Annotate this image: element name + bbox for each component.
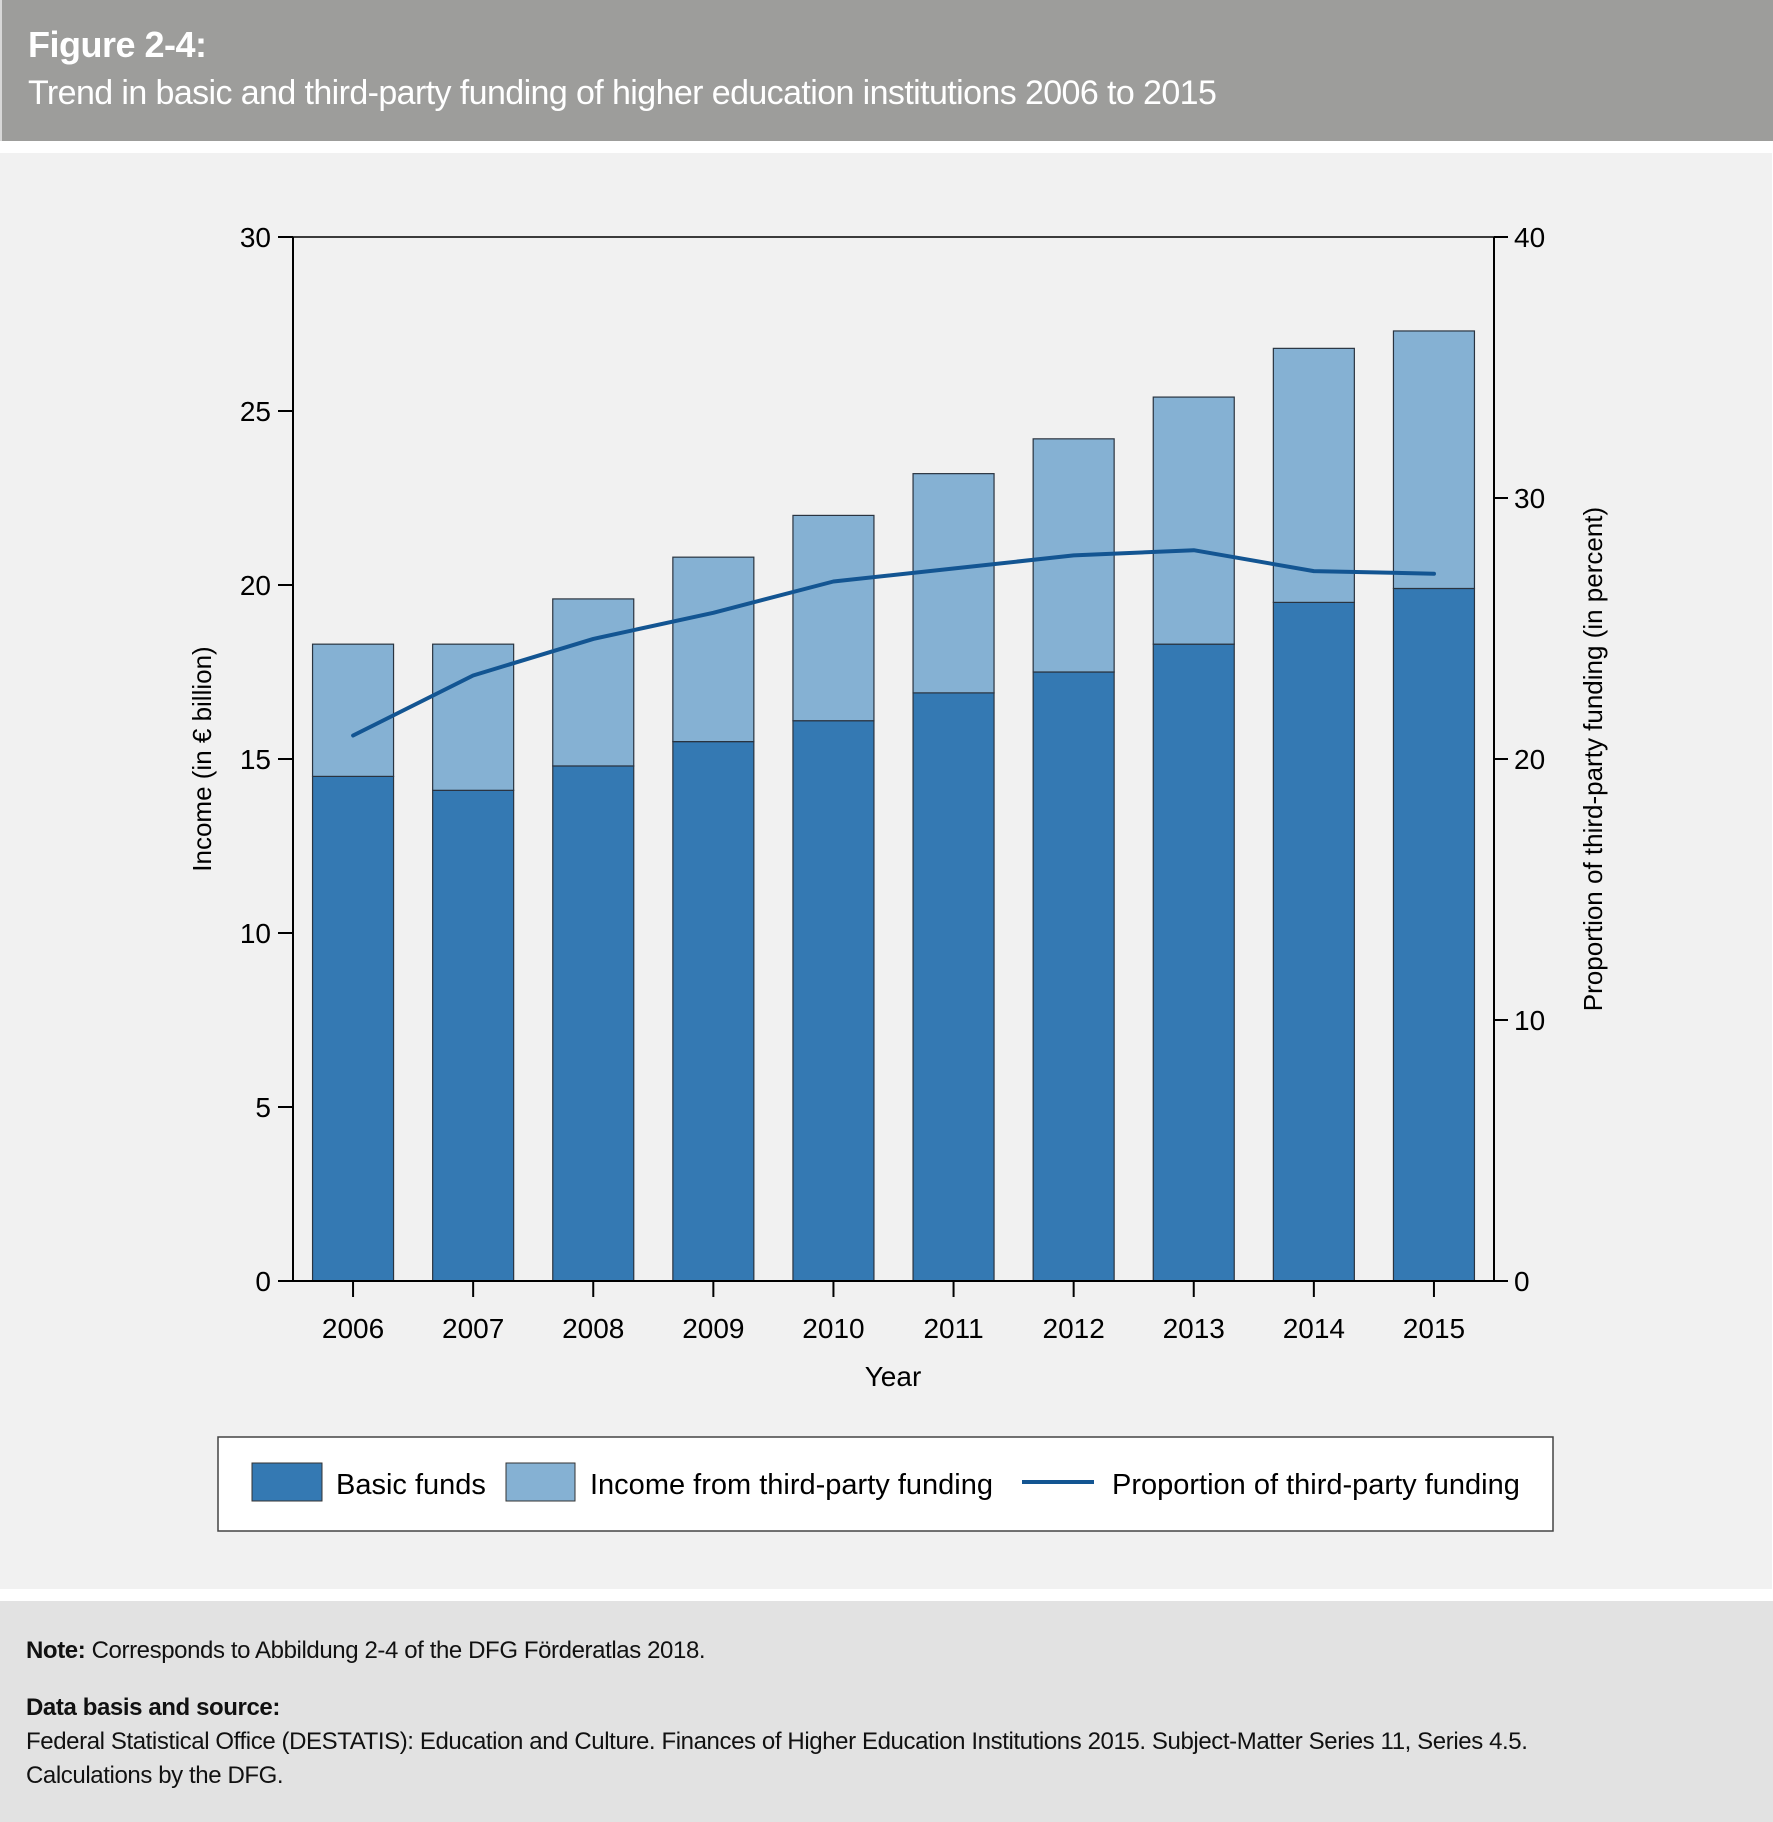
bar-third-party-2006: [311, 643, 395, 777]
notes-panel: Note: Corresponds to Abbildung 2-4 of th…: [0, 1601, 1773, 1822]
x-tick-label-2011: 2011: [923, 1313, 983, 1344]
legend-box: [217, 1436, 1554, 1532]
bar-basic-funds-2009: [672, 740, 755, 1282]
bar-third-party-2009: [672, 556, 755, 743]
y-tick-label-30: 30: [240, 222, 271, 253]
bar-third-party-2015: [1392, 330, 1476, 590]
x-tick-label-2010: 2010: [802, 1313, 864, 1344]
y-tick-label-0: 0: [255, 1266, 271, 1297]
y-tick-label-10: 10: [240, 918, 271, 949]
x-tick-label-2008: 2008: [562, 1313, 624, 1344]
x-tick-label-2014: 2014: [1283, 1313, 1345, 1344]
bar-basic-funds-2010: [792, 720, 875, 1282]
x-tick-label-2009: 2009: [682, 1313, 744, 1344]
legend-label-third-party-income: Income from third-party funding: [590, 1469, 993, 1501]
legend-item-basic-funds[interactable]: Basic funds: [251, 1462, 486, 1502]
bar-basic-funds-2006: [311, 775, 395, 1282]
bar-basic-funds-2011: [912, 692, 995, 1282]
source-text-line1: Federal Statistical Office (DESTATIS): E…: [26, 1728, 1528, 1755]
note-label: Note:: [26, 1637, 86, 1664]
figure-header: Figure 2-4: Trend in basic and third-par…: [0, 0, 1773, 141]
y2-tick-label-20: 20: [1514, 744, 1545, 775]
x-axis-title: Year: [865, 1361, 922, 1392]
source-text-line2: Calculations by the DFG.: [26, 1762, 284, 1789]
bar-third-party-2008: [552, 598, 635, 767]
bar-basic-funds-2014: [1272, 601, 1355, 1282]
bar-basic-funds-2012: [1032, 671, 1115, 1282]
legend: Basic funds Income from third-party fund…: [217, 1436, 1554, 1532]
y-axis-title: Income (in € billion): [187, 646, 217, 871]
bar-basic-funds-2008: [552, 765, 635, 1282]
bar-third-party-2014: [1272, 347, 1355, 603]
line-proportion-third-party: [351, 548, 1436, 738]
legend-swatch-third-party-income: [505, 1462, 576, 1502]
y2-tick-label-40: 40: [1514, 222, 1545, 253]
bar-basic-funds-2007: [432, 789, 515, 1282]
y2-tick-label-30: 30: [1514, 483, 1545, 514]
bar-basic-funds-2013: [1152, 643, 1235, 1282]
figure-title: Trend in basic and third-party funding o…: [28, 74, 1217, 112]
legend-label-proportion: Proportion of third-party funding: [1112, 1469, 1520, 1501]
x-tick-label-2006: 2006: [322, 1313, 384, 1344]
figure-number: Figure 2-4:: [28, 24, 207, 65]
y2-tick-label-0: 0: [1514, 1266, 1530, 1297]
bar-third-party-2011: [912, 473, 995, 694]
axes-layer: 0 5 10 15 20 25 30 0 10 20 30 40 2006 2007 2008 2009 201…: [240, 222, 1545, 1344]
legend-item-third-party-income[interactable]: Income from third-party funding: [505, 1462, 993, 1502]
x-tick-label-2015: 2015: [1403, 1313, 1465, 1344]
y-tick-label-20: 20: [240, 570, 271, 601]
bar-third-party-2010: [792, 514, 875, 722]
y-tick-label-15: 15: [240, 744, 271, 775]
source-label: Data basis and source:: [26, 1694, 280, 1721]
note: Note: Corresponds to Abbildung 2-4 of th…: [26, 1637, 706, 1665]
x-tick-label-2007: 2007: [442, 1313, 504, 1344]
bar-basic-funds-2015: [1392, 587, 1476, 1282]
x-tick-label-2012: 2012: [1043, 1313, 1105, 1344]
legend-swatch-basic-funds: [251, 1462, 323, 1502]
note-text: Corresponds to Abbildung 2-4 of the DFG …: [85, 1637, 706, 1664]
bars-layer: [311, 330, 1476, 1282]
legend-label-basic-funds: Basic funds: [336, 1469, 486, 1501]
y2-axis-title: Proportion of third-party funding (in pe…: [1578, 507, 1608, 1011]
y-tick-label-25: 25: [240, 396, 271, 427]
y-tick-label-5: 5: [255, 1092, 271, 1123]
line-layer: [351, 548, 1436, 738]
bar-third-party-2013: [1152, 396, 1235, 645]
chart-panel: [0, 153, 1772, 1589]
legend-item-proportion[interactable]: Proportion of third-party funding: [1022, 1469, 1520, 1501]
x-tick-label-2013: 2013: [1163, 1313, 1225, 1344]
y2-tick-label-10: 10: [1514, 1005, 1545, 1036]
